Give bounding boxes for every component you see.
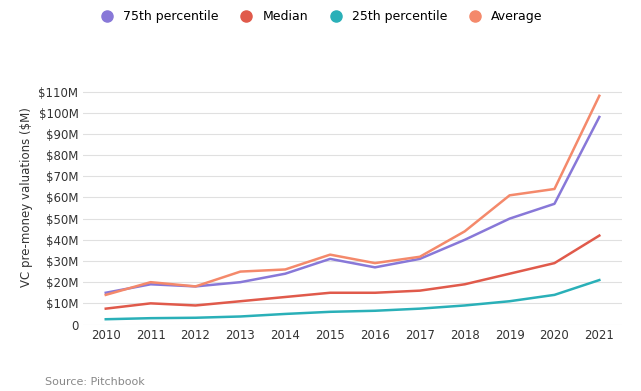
Y-axis label: VC pre-money valuations ($M): VC pre-money valuations ($M) [20,108,33,287]
Text: Source: Pitchbook: Source: Pitchbook [45,377,145,387]
Legend: 75th percentile, Median, 25th percentile, Average: 75th percentile, Median, 25th percentile… [90,5,547,29]
